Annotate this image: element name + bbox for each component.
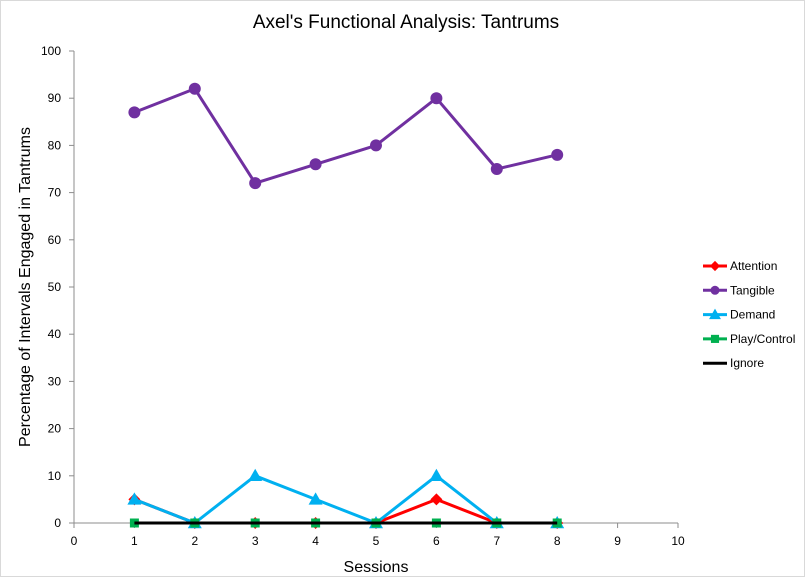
x-tick-label: 10 — [671, 534, 685, 548]
legend-marker-tangible — [710, 285, 720, 295]
legend-label-attention: Attention — [730, 259, 777, 273]
x-tick-label: 9 — [614, 534, 621, 548]
data-point-demand — [308, 492, 323, 505]
y-axis-title: Percentage of Intervals Engaged in Tantr… — [17, 127, 34, 447]
legend-label-tangible: Tangible — [730, 283, 775, 297]
x-axis-title: Sessions — [344, 559, 409, 576]
y-tick-label: 60 — [48, 233, 62, 247]
data-point-attention — [430, 493, 443, 506]
x-tick-label: 4 — [312, 534, 319, 548]
x-tick-label: 3 — [252, 534, 259, 548]
y-tick-label: 70 — [48, 186, 62, 200]
legend-item-attention: Attention — [703, 259, 777, 273]
x-tick-label: 0 — [71, 534, 78, 548]
series-line-tangible — [133, 87, 558, 185]
data-point-tangible — [370, 139, 382, 152]
legend-marker-demand — [709, 308, 721, 320]
y-tick-label: 40 — [48, 327, 62, 341]
data-point-tangible — [430, 92, 443, 105]
y-tick-label: 90 — [48, 91, 62, 105]
legend-marker-attention — [709, 260, 721, 272]
x-tick-label: 8 — [554, 534, 561, 548]
legend-item-demand: Demand — [703, 308, 775, 322]
x-tick-label: 6 — [433, 534, 440, 548]
axes: 0 10 20 30 40 50 60 70 80 90 100 0 1 2 3 4 5 6 7 8 9 10 — [41, 44, 685, 548]
legend-label-play-control: Play/Control — [730, 332, 795, 346]
data-point-tangible — [249, 177, 262, 190]
legend-item-tangible: Tangible — [703, 283, 775, 297]
legend-marker-play-control — [710, 334, 720, 343]
x-tick-label: 1 — [131, 534, 138, 548]
legend-item-ignore: Ignore — [703, 356, 764, 370]
y-tick-label: 10 — [48, 469, 62, 483]
legend-label-demand: Demand — [730, 308, 775, 322]
series-tangible — [128, 82, 564, 190]
legend: Attention Tangible Demand Play/Control Ignor… — [703, 259, 795, 370]
data-point-tangible — [309, 158, 322, 171]
y-tick-label: 100 — [41, 44, 61, 58]
data-point-demand — [248, 468, 263, 482]
y-tick-label: 30 — [48, 374, 62, 388]
data-point-tangible — [551, 148, 564, 161]
data-point-demand — [127, 492, 142, 505]
data-point-tangible — [490, 163, 503, 175]
plot-area — [127, 82, 565, 529]
y-tick-label: 50 — [48, 280, 62, 294]
y-tick-label: 0 — [54, 516, 61, 530]
y-tick-label: 80 — [48, 138, 62, 152]
data-point-demand — [429, 468, 444, 482]
legend-item-play-control: Play/Control — [703, 332, 795, 346]
y-tick-label: 20 — [48, 422, 62, 436]
data-point-tangible — [128, 106, 141, 119]
chart-title: Axel's Functional Analysis: Tantrums — [253, 12, 559, 33]
data-point-tangible — [188, 82, 201, 95]
series-line-demand — [133, 474, 558, 525]
legend-label-ignore: Ignore — [730, 356, 764, 370]
x-tick-label: 5 — [373, 534, 380, 548]
x-tick-label: 2 — [191, 534, 198, 548]
x-tick-label: 7 — [493, 534, 500, 548]
